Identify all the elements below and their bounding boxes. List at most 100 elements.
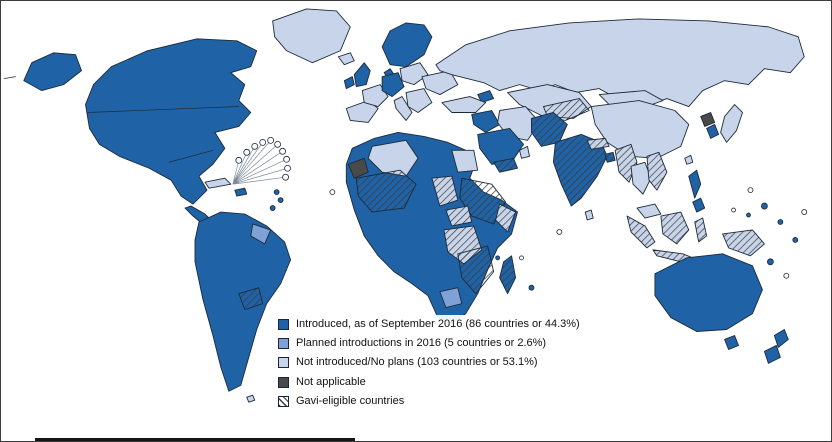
- caribbean-callouts: [232, 136, 291, 211]
- legend-swatch-not-introduced: [278, 357, 289, 369]
- island-circle: [282, 173, 289, 181]
- region-philippines-south: [692, 197, 706, 213]
- island-dot: [495, 255, 501, 261]
- island-circle: [731, 207, 736, 213]
- legend-swatch-planned: [278, 338, 289, 350]
- region-turkey: [441, 96, 487, 113]
- region-india-gavi: [552, 133, 608, 207]
- region-madagascar-gavi: [499, 255, 516, 295]
- island-circle: [267, 136, 275, 144]
- island-circle: [801, 209, 808, 215]
- island-nations: [329, 187, 808, 291]
- region-oman: [519, 145, 530, 159]
- legend-label-introduced: Introduced, as of September 2016 (86 cou…: [296, 318, 580, 330]
- island-circle: [329, 189, 336, 196]
- island-circle: [243, 148, 251, 156]
- legend-item-not-introduced: Not introduced/No plans (103 countries o…: [278, 356, 580, 369]
- region-southeast-africa-gavi: [457, 245, 495, 295]
- region-southeast-asia: [614, 143, 765, 265]
- region-bolivia-gavi: [238, 287, 264, 311]
- island-dot: [792, 237, 799, 243]
- region-borneo-gavi: [660, 211, 690, 245]
- region-poland-baltics: [399, 62, 429, 86]
- legend: Introduced, as of September 2016 (86 cou…: [273, 315, 585, 411]
- region-central-europe: [381, 72, 405, 98]
- island-circle: [259, 138, 267, 146]
- region-sumatra-gavi: [626, 215, 656, 249]
- region-thailand: [630, 161, 652, 195]
- region-new-zealand-south: [763, 344, 781, 364]
- island-circle: [274, 140, 282, 148]
- region-australia: [654, 253, 763, 332]
- region-greenland: [272, 8, 351, 64]
- region-west-africa-gavi: [355, 169, 417, 213]
- legend-item-not-applicable: Not applicable: [278, 376, 580, 389]
- legend-item-gavi-eligible: Gavi-eligible countries: [278, 395, 580, 408]
- region-north-korea: [700, 112, 716, 127]
- region-guyanas: [250, 223, 272, 245]
- region-chad-gavi: [431, 175, 459, 207]
- island-circle: [251, 142, 259, 150]
- region-balkans: [405, 88, 433, 113]
- region-malaysia: [636, 203, 662, 219]
- region-oceania: [654, 253, 789, 364]
- region-united-kingdom: [353, 62, 371, 88]
- aleutian-dashes: [3, 76, 16, 79]
- region-south-america: [194, 211, 292, 403]
- region-egypt: [451, 149, 479, 173]
- region-north-america: [3, 8, 355, 227]
- region-canada-usa-mexico: [85, 38, 258, 205]
- region-caucasus: [477, 90, 495, 103]
- island-dot: [277, 197, 284, 203]
- region-levant-iraq: [471, 110, 501, 133]
- region-russia: [435, 18, 805, 107]
- region-indochina-gavi: [646, 151, 668, 191]
- island-circle: [283, 155, 290, 163]
- island-dot: [746, 212, 751, 218]
- legend-item-introduced: Introduced, as of September 2016 (86 cou…: [278, 318, 580, 331]
- island-circle: [783, 272, 790, 279]
- region-japan: [720, 104, 743, 143]
- legend-item-planned: Planned introductions in 2016 (5 countri…: [278, 337, 580, 350]
- region-new-guinea-gavi: [722, 229, 765, 257]
- island-dot: [767, 258, 774, 266]
- region-asia: [435, 18, 805, 165]
- region-cuba: [204, 177, 232, 189]
- region-sulawesi-gavi: [694, 217, 708, 243]
- legend-swatch-not-applicable: [278, 376, 289, 388]
- island-dot: [777, 219, 784, 225]
- region-falklands: [246, 394, 256, 403]
- island-circle: [747, 187, 754, 194]
- island-circle: [284, 164, 291, 172]
- region-botswana: [439, 287, 463, 309]
- region-nepal-gavi: [586, 137, 610, 150]
- region-africa: [345, 131, 518, 324]
- region-sri-lanka: [584, 209, 594, 221]
- region-south-korea: [706, 123, 720, 139]
- us-canada-border: [87, 106, 239, 113]
- region-new-zealand-north: [773, 329, 789, 348]
- region-iceland: [337, 52, 355, 66]
- legend-swatch-gavi-eligible: [278, 395, 289, 407]
- region-tasmania: [724, 335, 739, 350]
- island-circle: [235, 156, 243, 164]
- region-italy: [393, 96, 413, 121]
- island-dot: [761, 202, 768, 210]
- region-alaska: [23, 52, 82, 92]
- region-western-sahara: [347, 157, 369, 179]
- region-china: [590, 100, 690, 159]
- region-yemen-gavi: [493, 157, 518, 173]
- island-circle: [556, 229, 563, 235]
- region-central-african-republic-gavi: [445, 205, 473, 227]
- region-bangladesh-gavi: [604, 151, 616, 163]
- region-ireland: [343, 76, 355, 90]
- region-middle-east-south-asia: [441, 96, 616, 221]
- island-dot: [269, 205, 276, 211]
- region-somalia-gavi: [495, 203, 516, 233]
- bottom-rule: [35, 438, 355, 441]
- legend-swatch-introduced: [278, 319, 289, 331]
- legend-label-planned: Planned introductions in 2016 (5 countri…: [296, 337, 547, 350]
- region-europe: [343, 22, 459, 123]
